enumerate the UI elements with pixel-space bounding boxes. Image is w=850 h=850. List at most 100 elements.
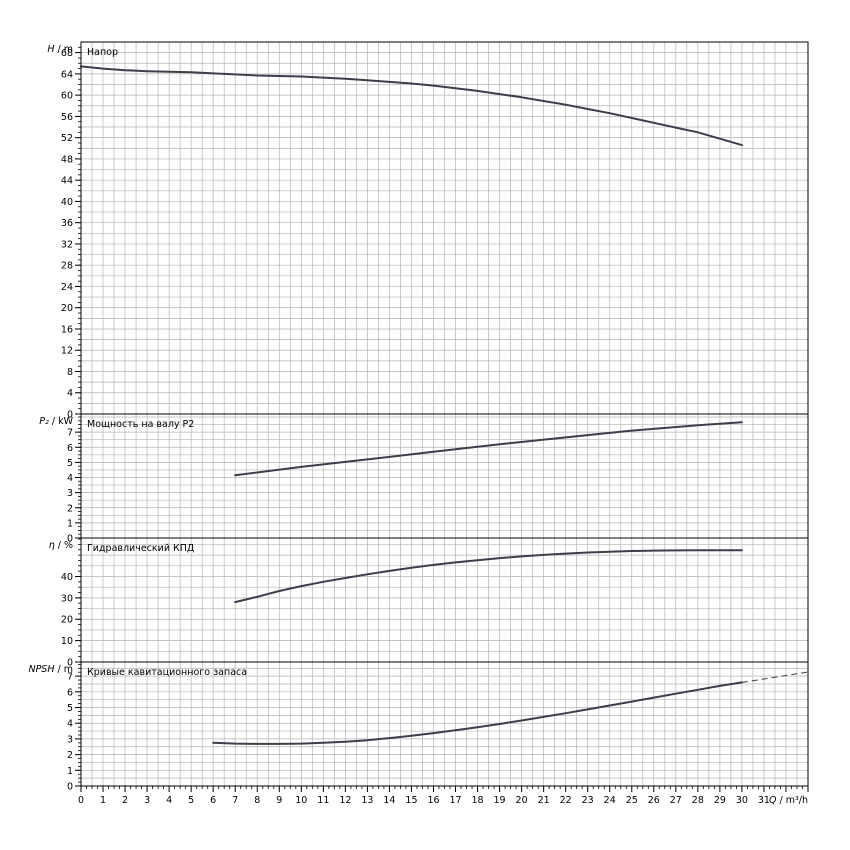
y-axis-sep: / bbox=[55, 540, 64, 551]
y-tick-label: 40 bbox=[61, 572, 73, 583]
y-axis-label-power: P₂ / kW bbox=[39, 416, 73, 427]
x-tick-label: 23 bbox=[582, 795, 594, 806]
x-axis-label: Q / m³/h bbox=[769, 795, 808, 806]
y-axis-symbol: NPSH bbox=[28, 664, 54, 675]
y-tick-label: 68 bbox=[61, 48, 73, 59]
y-axis-symbol: P₂ bbox=[39, 416, 49, 427]
y-tick-label: 30 bbox=[61, 593, 73, 604]
y-tick-label: 10 bbox=[61, 636, 73, 647]
y-axis-symbol: η bbox=[49, 540, 55, 551]
y-tick-label: 48 bbox=[61, 154, 73, 165]
x-tick-label: 11 bbox=[317, 795, 329, 806]
y-tick-label: 20 bbox=[61, 303, 73, 314]
x-tick-label: 1 bbox=[100, 795, 106, 806]
x-tick-label: 9 bbox=[276, 795, 282, 806]
x-tick-label: 2 bbox=[122, 795, 128, 806]
y-tick-label: 20 bbox=[61, 615, 73, 626]
y-tick-label: 6 bbox=[67, 443, 73, 454]
x-tick-label: 24 bbox=[604, 795, 616, 806]
y-axis-unit: m bbox=[64, 44, 73, 55]
y-tick-label: 8 bbox=[67, 367, 73, 378]
x-tick-label: 22 bbox=[560, 795, 572, 806]
panel-title-npsh: Кривые кавитационного запаса bbox=[87, 667, 247, 678]
x-tick-label: 27 bbox=[670, 795, 682, 806]
y-tick-label: 52 bbox=[61, 133, 73, 144]
panel-title-efficiency: Гидравлический КПД bbox=[87, 543, 194, 554]
y-tick-label: 1 bbox=[67, 766, 73, 777]
x-tick-label: 17 bbox=[449, 795, 461, 806]
x-tick-label: 28 bbox=[692, 795, 704, 806]
y-axis-label-head: H / m bbox=[47, 44, 73, 55]
x-tick-label: 20 bbox=[516, 795, 528, 806]
y-tick-label: 1 bbox=[67, 518, 73, 529]
y-tick-label: 6 bbox=[67, 687, 73, 698]
x-tick-label: 12 bbox=[339, 795, 351, 806]
x-tick-label: 13 bbox=[361, 795, 373, 806]
curve-head bbox=[80, 65, 743, 147]
x-tick-label: 19 bbox=[494, 795, 506, 806]
y-axis-label-npsh: NPSH / m bbox=[28, 664, 73, 675]
x-tick-label: 10 bbox=[295, 795, 307, 806]
y-axis-unit: m bbox=[64, 664, 73, 675]
curve-extension-npsh bbox=[741, 671, 809, 683]
x-tick-label: 7 bbox=[232, 795, 238, 806]
x-tick-label: 18 bbox=[471, 795, 483, 806]
x-axis-unit: m³/h bbox=[786, 795, 808, 806]
x-axis-sep: / bbox=[776, 795, 785, 806]
grid-layer bbox=[81, 42, 808, 786]
y-tick-label: 3 bbox=[67, 488, 73, 499]
y-tick-label: 0 bbox=[67, 782, 73, 793]
x-tick-label: 31 bbox=[758, 795, 770, 806]
x-tick-label: 4 bbox=[166, 795, 172, 806]
y-axis-label-efficiency: η / % bbox=[49, 540, 73, 551]
y-tick-label: 7 bbox=[67, 428, 73, 439]
panel-title-head: Напор bbox=[87, 47, 118, 58]
x-tick-label: 0 bbox=[78, 795, 84, 806]
y-tick-label: 32 bbox=[61, 239, 73, 250]
x-tick-label: 16 bbox=[427, 795, 439, 806]
y-tick-label: 44 bbox=[61, 176, 73, 187]
x-tick-label: 21 bbox=[538, 795, 550, 806]
curve-efficiency bbox=[234, 549, 743, 604]
x-tick-label: 14 bbox=[383, 795, 395, 806]
frame-layer bbox=[75, 41, 809, 792]
y-tick-label: 4 bbox=[67, 719, 73, 730]
y-tick-label: 5 bbox=[67, 703, 73, 714]
y-axis-symbol: H bbox=[47, 44, 54, 55]
y-tick-label: 7 bbox=[67, 672, 73, 683]
x-tick-label: 30 bbox=[736, 795, 748, 806]
panel-title-power: Мощность на валу P2 bbox=[87, 419, 194, 430]
y-axis-unit: % bbox=[64, 540, 73, 551]
y-tick-label: 64 bbox=[61, 69, 73, 80]
y-tick-label: 3 bbox=[67, 734, 73, 745]
y-tick-label: 0 bbox=[67, 534, 73, 545]
y-tick-label: 4 bbox=[67, 473, 73, 484]
y-tick-label: 24 bbox=[61, 282, 73, 293]
x-tick-label: 3 bbox=[144, 795, 150, 806]
y-tick-label: 16 bbox=[61, 324, 73, 335]
y-axis-sep: / bbox=[54, 44, 63, 55]
curve-power bbox=[234, 421, 743, 477]
y-tick-label: 12 bbox=[61, 346, 73, 357]
y-axis-unit: kW bbox=[58, 416, 74, 427]
y-tick-label: 0 bbox=[67, 410, 73, 421]
y-tick-label: 56 bbox=[61, 112, 73, 123]
y-tick-label: 0 bbox=[67, 658, 73, 669]
x-tick-label: 8 bbox=[254, 795, 260, 806]
x-tick-label: 5 bbox=[188, 795, 194, 806]
y-tick-label: 5 bbox=[67, 458, 73, 469]
curve-npsh bbox=[212, 681, 743, 745]
y-axis-sep: / bbox=[54, 664, 63, 675]
y-tick-label: 28 bbox=[61, 261, 73, 272]
curve-layer bbox=[80, 65, 809, 745]
y-tick-label: 4 bbox=[67, 388, 73, 399]
x-tick-label: 6 bbox=[210, 795, 216, 806]
x-tick-label: 15 bbox=[405, 795, 417, 806]
y-tick-label: 2 bbox=[67, 503, 73, 514]
x-tick-label: 25 bbox=[626, 795, 638, 806]
y-tick-label: 36 bbox=[61, 218, 73, 229]
x-tick-label: 29 bbox=[714, 795, 726, 806]
x-tick-label: 26 bbox=[648, 795, 660, 806]
